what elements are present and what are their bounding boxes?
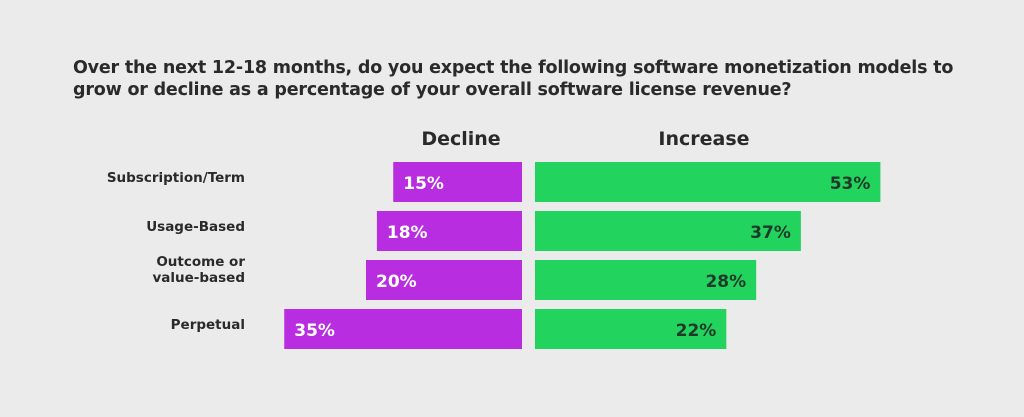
category-label: Perpetual bbox=[171, 317, 245, 333]
increase-value-label: 22% bbox=[676, 321, 717, 341]
decline-value-label: 35% bbox=[294, 321, 335, 341]
increase-bar bbox=[535, 162, 881, 202]
decline-bar bbox=[366, 260, 522, 300]
increase-value-label: 28% bbox=[705, 272, 746, 292]
chart-title: Over the next 12-18 months, do you expec… bbox=[73, 58, 954, 100]
decline-bar bbox=[284, 309, 522, 349]
increase-value-label: 53% bbox=[830, 174, 871, 194]
decline-value-label: 18% bbox=[387, 223, 428, 243]
decline-value-label: 15% bbox=[403, 174, 444, 194]
decline-value-label: 20% bbox=[376, 272, 417, 292]
category-label: Subscription/Term bbox=[107, 170, 245, 186]
decline-bar bbox=[376, 211, 522, 251]
increase-value-label: 37% bbox=[750, 223, 791, 243]
increase-bar bbox=[535, 260, 757, 300]
increase-bar bbox=[535, 211, 801, 251]
decline-header: Decline bbox=[421, 128, 501, 150]
category-label: Outcome or bbox=[156, 254, 245, 270]
increase-bar bbox=[535, 309, 727, 349]
decline-bar bbox=[393, 162, 522, 202]
category-label: value-based bbox=[152, 270, 245, 286]
category-label: Usage-Based bbox=[146, 219, 245, 235]
increase-header: Increase bbox=[658, 128, 750, 150]
